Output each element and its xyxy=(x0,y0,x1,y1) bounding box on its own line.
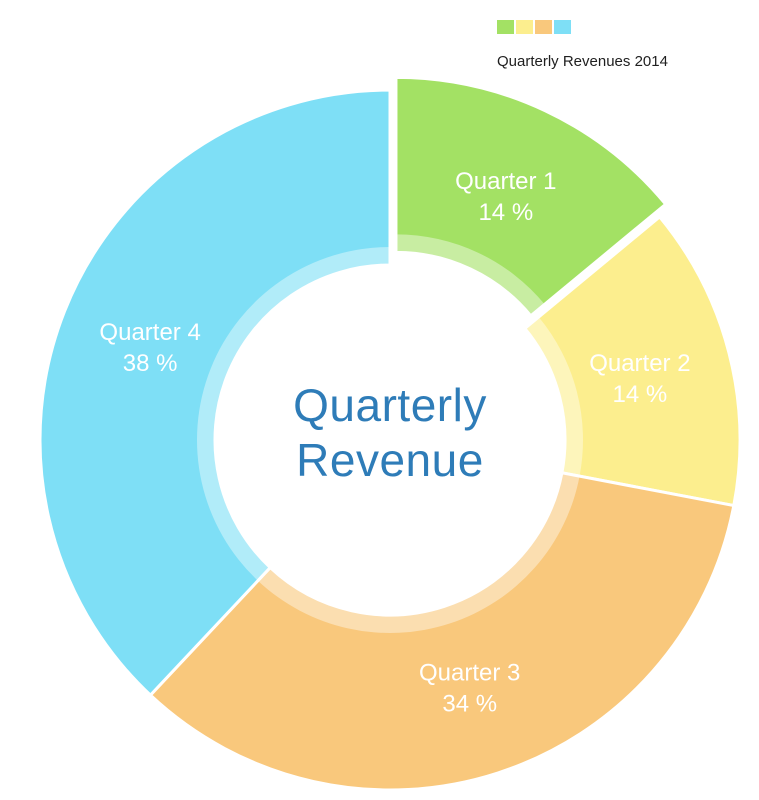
chart-center-title: Quarterly Revenue xyxy=(190,378,590,488)
slice-inner-highlight-quarter-3 xyxy=(257,472,580,633)
legend-swatch-quarter-4[interactable] xyxy=(554,20,571,34)
center-title-line-2: Revenue xyxy=(296,434,484,486)
legend-swatch-quarter-1[interactable] xyxy=(497,20,514,34)
legend-title: Quarterly Revenues 2014 xyxy=(497,53,668,70)
slice-label-quarter-1: Quarter 1 14 % xyxy=(455,168,556,226)
legend: Quarterly Revenues 2014 xyxy=(497,20,668,70)
legend-swatch-quarter-2[interactable] xyxy=(516,20,533,34)
slice-label-quarter-4: Quarter 4 38 % xyxy=(99,319,200,377)
slice-inner-highlight-quarter-1 xyxy=(395,234,545,316)
pie-slice-quarter-3[interactable] xyxy=(148,471,736,792)
pie-slice-quarter-4[interactable] xyxy=(38,88,392,698)
slice-label-quarter-2: Quarter 2 14 % xyxy=(589,350,690,408)
legend-swatch-quarter-3[interactable] xyxy=(535,20,552,34)
legend-swatches xyxy=(497,20,668,34)
pie-slice-quarter-1[interactable] xyxy=(394,75,668,318)
slice-inner-highlight-quarter-4 xyxy=(196,246,390,581)
pie-slice-quarter-2[interactable] xyxy=(522,214,742,508)
center-title-line-1: Quarterly xyxy=(293,379,487,431)
slice-inner-highlight-quarter-2 xyxy=(524,316,583,477)
slice-label-quarter-3: Quarter 3 34 % xyxy=(419,659,520,717)
